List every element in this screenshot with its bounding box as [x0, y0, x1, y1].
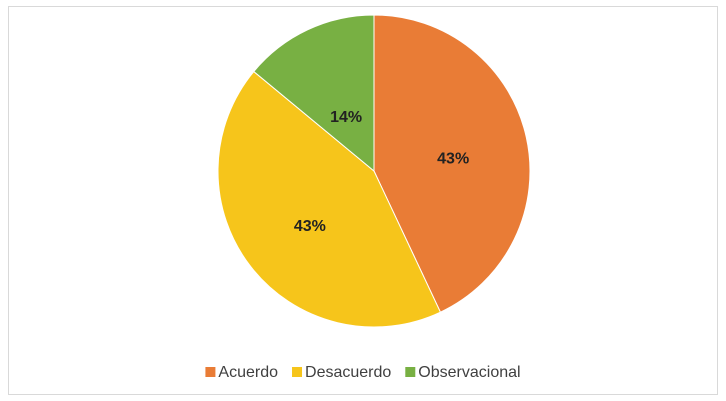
data-label: 43%	[294, 218, 326, 235]
data-label: 14%	[330, 109, 362, 126]
legend-label: Desacuerdo	[305, 364, 391, 381]
pie-slice	[217, 70, 442, 328]
data-label: 43%	[437, 151, 469, 168]
legend-label: Observacional	[418, 364, 520, 381]
pie-slice	[253, 14, 375, 173]
legend-label: Acuerdo	[218, 364, 278, 381]
legend-swatch	[205, 367, 216, 377]
legend-swatch	[405, 367, 416, 377]
pie-slice	[373, 14, 531, 313]
legend-swatch	[292, 367, 303, 377]
